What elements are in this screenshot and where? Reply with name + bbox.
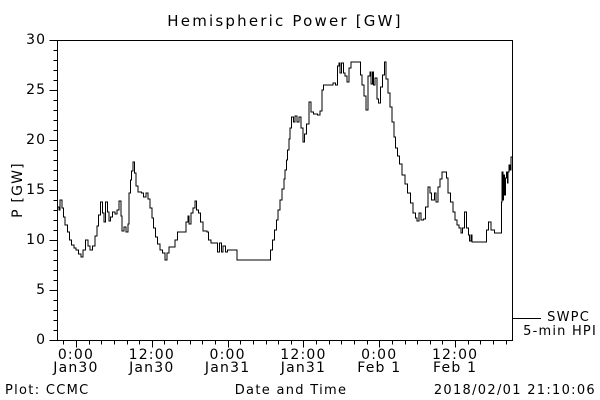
- x-tick-label: 12:00 Feb 1: [417, 347, 493, 376]
- y-tick-label: 25: [26, 82, 46, 98]
- series-path: [57, 61, 512, 261]
- x-tick-time: 12:00: [431, 347, 479, 363]
- x-tick-label: 0:00 Jan31: [190, 347, 266, 376]
- x-tick-time: 0:00: [57, 347, 95, 363]
- legend-label-cadence: 5-min HPI: [523, 324, 597, 339]
- footer-timestamp: 2018/02/01 21:10:06: [433, 383, 596, 398]
- data-line: [57, 61, 512, 261]
- y-tick-label: 10: [26, 232, 46, 248]
- y-tick-label: 15: [26, 182, 46, 198]
- footer-plot-credit: Plot: CCMC: [5, 383, 90, 398]
- plot-frame: [57, 40, 513, 341]
- x-tick-date: Feb 1: [357, 360, 402, 376]
- x-tick-date: Jan31: [204, 360, 251, 376]
- x-tick-time: 12:00: [128, 347, 175, 363]
- y-tick-label: 30: [26, 32, 46, 48]
- x-tick-label: 0:00 Jan30: [38, 347, 114, 376]
- x-tick-date: Jan30: [129, 360, 175, 376]
- x-tick-label: 0:00 Feb 1: [341, 347, 417, 376]
- x-tick-time: 0:00: [361, 347, 398, 363]
- y-tick-label: 0: [36, 332, 46, 348]
- legend-label-source: SWPC: [547, 310, 590, 325]
- y-tick-label: 20: [26, 132, 46, 148]
- chart-title: Hemispheric Power [GW]: [167, 12, 403, 30]
- x-tick-date: Feb 1: [433, 360, 478, 376]
- x-tick-date: Jan30: [53, 360, 99, 376]
- plot-frame-rect: [57, 40, 513, 341]
- x-axis-title: Date and Time: [234, 383, 348, 398]
- x-tick-time: 0:00: [209, 347, 246, 363]
- x-tick-label: 12:00 Jan31: [265, 347, 341, 376]
- x-tick-label: 12:00 Jan30: [114, 347, 190, 376]
- x-tick-time: 12:00: [280, 347, 327, 363]
- axis-ticks: [49, 40, 507, 348]
- x-tick-date: Jan31: [280, 360, 327, 376]
- y-tick-label: 5: [36, 282, 46, 298]
